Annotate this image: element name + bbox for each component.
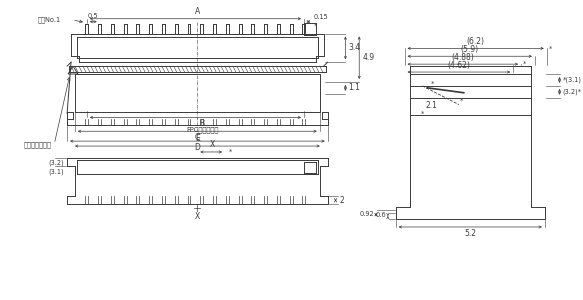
Text: 3.4: 3.4	[349, 44, 360, 52]
Text: 5.2: 5.2	[464, 229, 476, 238]
Text: 1.1: 1.1	[349, 83, 360, 92]
Text: *(3.1): *(3.1)	[563, 77, 581, 83]
Text: 0.92: 0.92	[359, 211, 374, 217]
Text: (4.62): (4.62)	[448, 61, 470, 70]
Text: X: X	[209, 140, 215, 149]
Text: 0.6: 0.6	[375, 212, 386, 218]
Text: 4.9: 4.9	[362, 53, 374, 62]
Text: C: C	[195, 133, 200, 142]
Text: X: X	[195, 212, 200, 221]
Text: (3.2): (3.2)	[48, 160, 64, 166]
Text: *: *	[421, 110, 424, 116]
Text: 2.1: 2.1	[426, 101, 437, 110]
Text: *: *	[523, 61, 526, 67]
Text: (4.88): (4.88)	[451, 53, 474, 62]
Text: 端子No.1: 端子No.1	[38, 16, 61, 23]
Text: (5.9): (5.9)	[461, 45, 479, 54]
Text: *: *	[460, 98, 463, 104]
Text: 2: 2	[339, 196, 344, 205]
Text: *: *	[229, 149, 233, 155]
Text: FPC挿入部寸法: FPC挿入部寸法	[186, 126, 219, 133]
Text: 0.15: 0.15	[314, 14, 329, 20]
Text: E: E	[195, 134, 200, 143]
Text: (3.1): (3.1)	[48, 169, 64, 175]
Text: *: *	[549, 45, 552, 51]
Text: A: A	[195, 7, 200, 16]
Text: *: *	[314, 23, 317, 29]
Text: (6.2): (6.2)	[466, 38, 484, 46]
Text: B: B	[200, 119, 205, 128]
Text: 0.5: 0.5	[88, 13, 99, 19]
Text: D: D	[195, 143, 201, 152]
Text: (3.2)*: (3.2)*	[563, 88, 582, 95]
Text: *: *	[431, 81, 434, 87]
Text: 基準ピンマーク: 基準ピンマーク	[23, 142, 51, 148]
